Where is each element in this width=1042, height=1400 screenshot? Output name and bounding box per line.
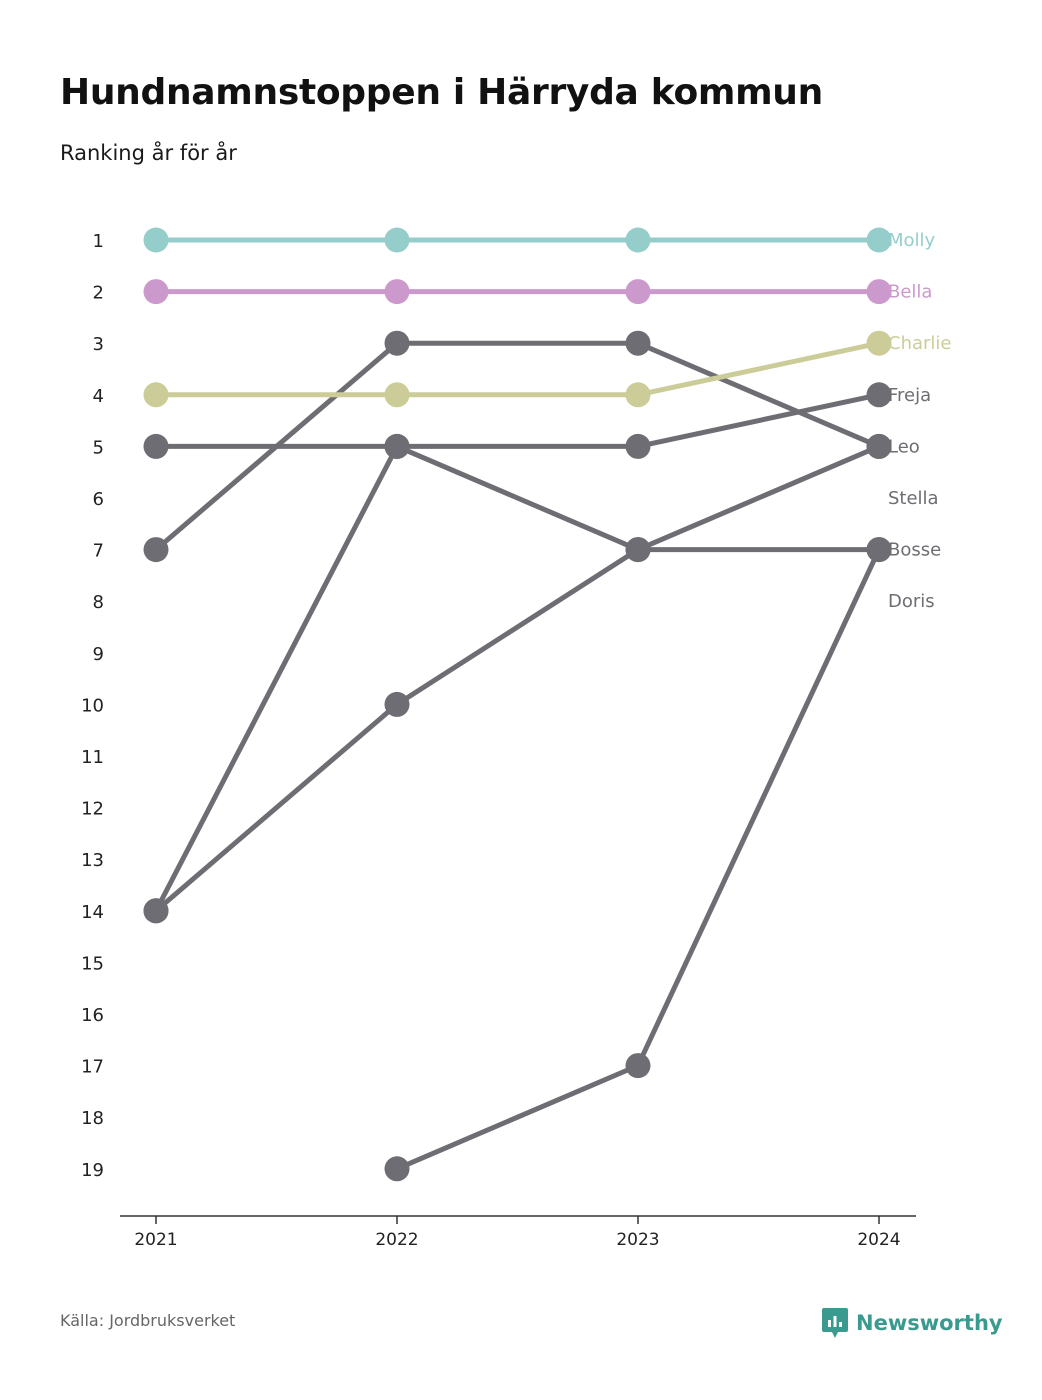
y-tick-label-11: 11: [81, 747, 104, 768]
point-leo-2021: [143, 537, 169, 563]
y-tick-label-6: 6: [93, 489, 104, 510]
y-tick-label-15: 15: [81, 953, 104, 974]
brand-name: Newsworthy: [856, 1311, 1003, 1335]
point-bella-2022: [384, 279, 410, 305]
x-tick-label-2022: 2022: [375, 1230, 418, 1250]
point-freja-2021: [143, 433, 169, 459]
series-label-freja: Freja: [888, 385, 931, 406]
point-molly-2021: [143, 227, 169, 253]
point-bella-2021: [143, 279, 169, 305]
y-tick-label-17: 17: [81, 1057, 104, 1078]
series-line-leo: [153, 340, 882, 553]
chart-subtitle: Ranking år för år: [60, 141, 237, 165]
x-tick-label-2021: 2021: [134, 1230, 177, 1250]
series-label-doris: Doris: [888, 591, 935, 612]
series-line-stella: [153, 443, 882, 914]
point-freja-2023: [625, 433, 651, 459]
brand-logo: Newsworthy: [822, 1306, 1003, 1340]
y-tick-label-13: 13: [81, 850, 104, 871]
y-tick-label-2: 2: [93, 283, 104, 304]
y-tick-label-4: 4: [93, 386, 104, 407]
point-doris-2022: [384, 1156, 410, 1182]
point-charlie-2021: [143, 382, 169, 408]
point-bosse-2022: [384, 433, 410, 459]
point-stella-2024: [866, 433, 892, 459]
series-label-stella: Stella: [888, 488, 939, 509]
point-molly-2024: [866, 227, 892, 253]
y-tick-label-9: 9: [93, 644, 104, 665]
series-label-leo: Leo: [888, 436, 920, 457]
point-molly-2023: [625, 227, 651, 253]
point-leo-2022: [384, 330, 410, 356]
point-bella-2024: [866, 279, 892, 305]
series-line-charlie: [153, 340, 882, 398]
point-bella-2023: [625, 279, 651, 305]
point-charlie-2023: [625, 382, 651, 408]
point-bosse-2023: [625, 537, 651, 563]
y-tick-label-16: 16: [81, 1005, 104, 1026]
source-note: Källa: Jordbruksverket: [60, 1311, 236, 1330]
series-label-bella: Bella: [888, 282, 932, 303]
point-leo-2023: [625, 330, 651, 356]
x-tick-label-2024: 2024: [857, 1230, 900, 1250]
point-bosse-2021: [143, 898, 169, 924]
chart-title: Hundnamnstoppen i Härryda kommun: [60, 72, 823, 113]
x-tick-label-2023: 2023: [616, 1230, 659, 1250]
point-charlie-2022: [384, 382, 410, 408]
y-tick-label-18: 18: [81, 1108, 104, 1129]
y-tick-label-7: 7: [93, 541, 104, 562]
point-freja-2024: [866, 382, 892, 408]
y-tick-label-8: 8: [93, 592, 104, 613]
y-tick-label-19: 19: [81, 1160, 104, 1181]
y-tick-label-12: 12: [81, 799, 104, 820]
newsworthy-logo-icon: [822, 1308, 848, 1338]
series-label-molly: Molly: [888, 230, 936, 251]
point-charlie-2024: [866, 330, 892, 356]
series-label-charlie: Charlie: [888, 333, 951, 354]
y-tick-label-1: 1: [93, 231, 104, 252]
point-stella-2022: [384, 691, 410, 717]
point-doris-2024: [866, 537, 892, 563]
y-tick-label-5: 5: [93, 437, 104, 458]
y-tick-label-14: 14: [81, 902, 104, 923]
point-doris-2023: [625, 1053, 651, 1079]
series-line-bosse: [153, 443, 882, 914]
y-tick-label-10: 10: [81, 695, 104, 716]
y-tick-label-3: 3: [93, 334, 104, 355]
point-molly-2022: [384, 227, 410, 253]
series-label-bosse: Bosse: [888, 540, 941, 561]
